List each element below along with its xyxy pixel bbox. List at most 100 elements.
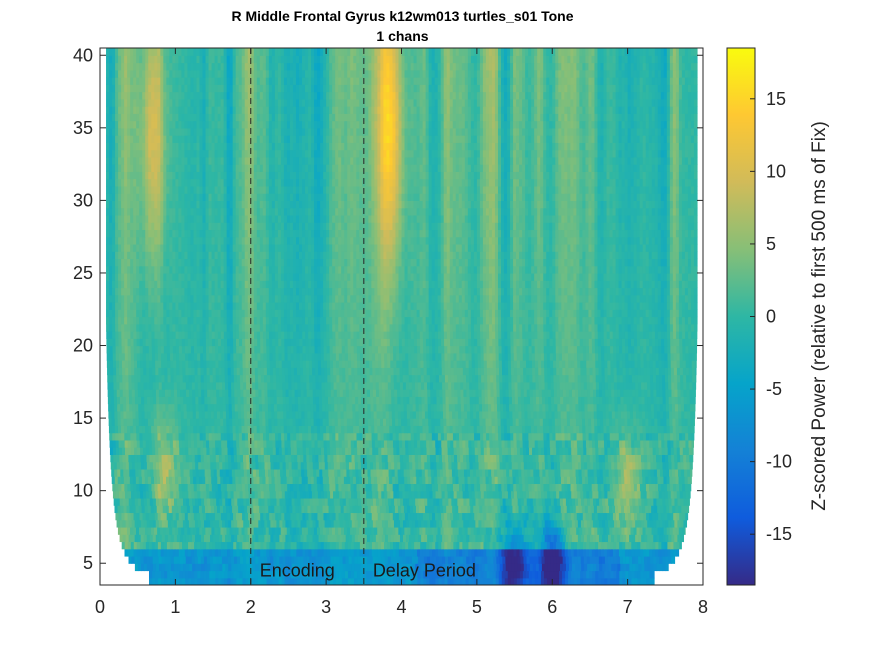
heatmap-cell xyxy=(121,512,126,521)
heatmap-cell xyxy=(549,512,554,521)
heatmap-cell xyxy=(412,519,416,528)
heatmap-cell xyxy=(595,555,600,564)
heatmap-cell xyxy=(237,519,241,528)
heatmap-cell xyxy=(348,563,353,572)
heatmap-cell xyxy=(137,490,141,499)
heatmap-cell xyxy=(161,497,166,506)
heatmap-cell xyxy=(540,548,545,557)
heatmap-cell xyxy=(552,512,557,521)
heatmap-cell xyxy=(182,555,187,564)
heatmap-cell xyxy=(179,490,183,499)
heatmap-cell xyxy=(650,534,654,543)
heatmap-cell xyxy=(345,563,350,572)
heatmap-cell xyxy=(432,512,436,521)
heatmap-cell xyxy=(190,548,195,557)
heatmap-cell xyxy=(302,577,307,585)
heatmap-cell xyxy=(469,563,474,572)
heatmap-cell xyxy=(481,563,486,572)
heatmap-cell xyxy=(378,570,382,579)
heatmap-cell xyxy=(453,548,457,557)
heatmap-cell xyxy=(272,548,276,557)
heatmap-cell xyxy=(421,497,425,506)
heatmap-cell xyxy=(658,541,662,550)
heatmap-cell xyxy=(146,555,151,564)
heatmap-cell xyxy=(375,497,380,506)
heatmap-cell xyxy=(257,490,262,499)
heatmap-cell xyxy=(693,418,695,426)
heatmap-cell xyxy=(221,577,225,585)
heatmap-cell xyxy=(448,534,452,543)
heatmap-cell xyxy=(273,519,277,528)
heatmap-cell xyxy=(548,505,553,514)
heatmap-cell xyxy=(432,548,436,557)
heatmap-cell xyxy=(441,548,445,557)
heatmap-cell xyxy=(213,497,217,506)
heatmap-cell xyxy=(590,505,595,514)
heatmap-cell xyxy=(119,497,124,506)
heatmap-cell xyxy=(372,497,377,506)
heatmap-cell xyxy=(484,555,488,564)
heatmap-cell xyxy=(215,570,219,579)
heatmap-cell xyxy=(236,512,240,521)
heatmap-cell xyxy=(631,512,635,521)
heatmap-cell xyxy=(145,541,150,550)
heatmap-cell xyxy=(395,526,399,535)
heatmap-cell xyxy=(447,570,452,579)
heatmap-cell xyxy=(418,534,422,543)
heatmap-cell xyxy=(225,519,229,528)
heatmap-cell xyxy=(154,541,159,550)
heatmap-cell xyxy=(592,541,596,550)
heatmap-cell xyxy=(568,519,573,528)
heatmap-cell xyxy=(565,555,570,564)
heatmap-cell xyxy=(411,490,416,499)
heatmap-cell xyxy=(200,541,204,550)
heatmap-cell xyxy=(439,497,443,506)
heatmap-cell xyxy=(146,563,151,572)
heatmap-cell xyxy=(170,519,175,528)
heatmap-cell xyxy=(571,577,575,585)
heatmap-cell xyxy=(651,505,655,514)
heatmap-cell xyxy=(148,548,153,557)
heatmap-cell xyxy=(347,577,352,585)
heatmap-cell xyxy=(206,570,210,579)
heatmap-cell xyxy=(462,577,467,585)
heatmap-cell xyxy=(677,534,681,543)
heatmap-cell xyxy=(592,490,596,499)
heatmap-cell xyxy=(478,497,483,506)
heatmap-cell xyxy=(384,541,388,550)
heatmap-cell xyxy=(424,563,428,572)
heatmap-cell xyxy=(281,490,286,499)
heatmap-cell xyxy=(408,490,413,499)
heatmap-cell xyxy=(384,534,389,543)
heatmap-cell xyxy=(151,548,156,557)
heatmap-cell xyxy=(586,541,590,550)
heatmap-cell xyxy=(459,490,464,499)
heatmap-cell xyxy=(612,512,617,521)
heatmap-cell xyxy=(525,548,530,557)
chart-title-line2: 1 chans xyxy=(376,28,429,44)
heatmap-cell xyxy=(598,490,602,499)
heatmap-cell xyxy=(269,541,274,550)
heatmap-cell xyxy=(513,512,518,521)
heatmap-cell xyxy=(363,497,368,506)
heatmap-cell xyxy=(622,577,626,585)
heatmap-cell xyxy=(332,512,337,521)
heatmap-cell xyxy=(650,555,654,564)
heatmap-cell xyxy=(272,490,277,499)
heatmap-cell xyxy=(479,505,483,514)
heatmap-cell xyxy=(559,555,564,564)
heatmap-cell xyxy=(143,497,148,506)
heatmap-cell xyxy=(552,548,557,557)
heatmap-cell xyxy=(284,577,289,585)
heatmap-cell xyxy=(171,563,175,572)
heatmap-cell xyxy=(184,548,189,557)
heatmap-cell xyxy=(471,548,475,557)
heatmap-cell xyxy=(387,570,391,579)
heatmap-cell xyxy=(263,512,267,521)
heatmap-cell xyxy=(387,519,392,528)
heatmap-cell xyxy=(523,497,528,506)
heatmap-cell xyxy=(182,490,186,499)
heatmap-cell xyxy=(215,577,219,585)
heatmap-cell xyxy=(668,555,672,564)
heatmap-cell xyxy=(216,497,220,506)
